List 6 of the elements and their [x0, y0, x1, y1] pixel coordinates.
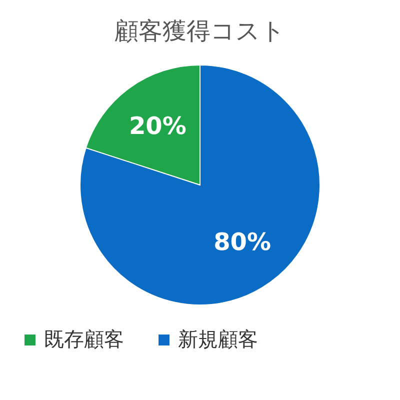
data-label: 20%	[128, 112, 186, 140]
legend-label: 新規顧客	[178, 327, 258, 351]
pie-slice	[80, 64, 320, 306]
legend-label: 既存顧客	[44, 327, 124, 351]
data-label: 80%	[214, 228, 272, 256]
chart-title: 顧客獲得コスト	[114, 17, 286, 45]
